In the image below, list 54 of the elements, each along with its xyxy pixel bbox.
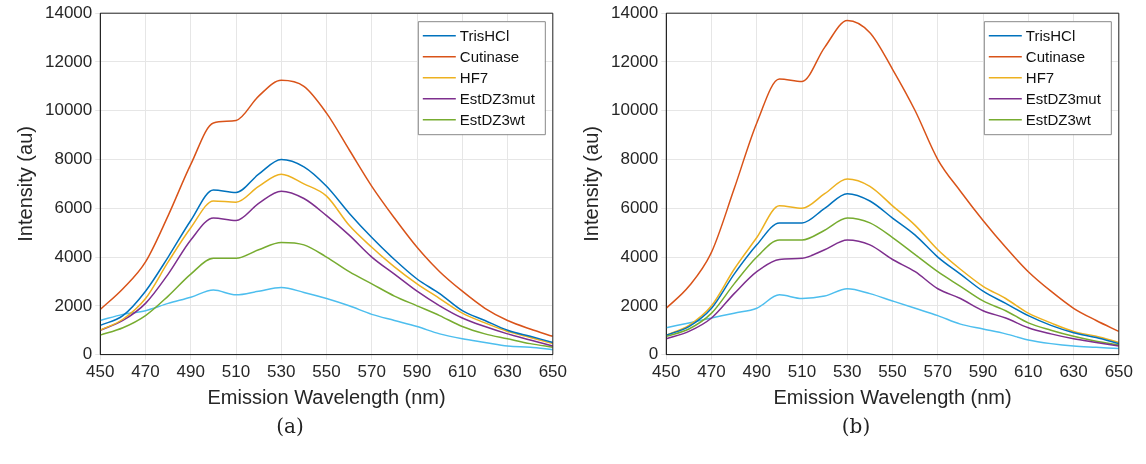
- x-axis-title: Emission Wavelength (nm): [773, 385, 1012, 408]
- legend-label: Cutinase: [1025, 47, 1086, 65]
- x-tick-label: 570: [357, 362, 386, 382]
- y-tick-label: 12000: [44, 51, 93, 71]
- y-axis-title: Intensity (au): [579, 126, 602, 242]
- y-tick-label: 6000: [54, 197, 93, 217]
- y-tick-label: 0: [82, 344, 93, 364]
- x-tick-label: 470: [697, 362, 726, 382]
- y-tick-label: 10000: [44, 100, 93, 120]
- x-tick-label: 610: [1014, 362, 1043, 382]
- x-tick-label: 490: [176, 362, 205, 382]
- x-tick-label: 550: [312, 362, 341, 382]
- y-tick-label: 10000: [610, 100, 659, 120]
- y-tick-label: 2000: [54, 295, 93, 315]
- legend-label: EstDZ3wt: [1025, 110, 1092, 128]
- legend-label: EstDZ3mut: [1025, 89, 1102, 107]
- y-tick-label: 2000: [620, 295, 659, 315]
- x-tick-label: 630: [1059, 362, 1088, 382]
- legend-label: TrisHCl: [459, 26, 510, 44]
- x-tick-label: 510: [787, 362, 817, 382]
- x-tick-label: 450: [652, 362, 681, 382]
- x-tick-label: 510: [221, 362, 251, 382]
- x-tick-label: 650: [538, 362, 568, 382]
- y-tick-label: 6000: [620, 197, 659, 217]
- y-tick-label: 14000: [610, 2, 659, 22]
- y-tick-label: 0: [648, 344, 659, 364]
- y-tick-label: 14000: [44, 2, 93, 22]
- y-axis-title: Intensity (au): [13, 126, 36, 242]
- legend-label: Cutinase: [459, 47, 520, 65]
- x-tick-label: 530: [267, 362, 296, 382]
- x-tick-label: 550: [878, 362, 907, 382]
- x-tick-label: 570: [923, 362, 952, 382]
- x-tick-label: 650: [1104, 362, 1134, 382]
- y-tick-label: 8000: [54, 149, 93, 169]
- legend-label: HF7: [459, 68, 489, 86]
- y-tick-label: 4000: [54, 246, 93, 266]
- x-tick-label: 530: [833, 362, 862, 382]
- x-tick-label: 610: [448, 362, 477, 382]
- y-tick-label: 8000: [620, 149, 659, 169]
- y-tick-label: 4000: [620, 246, 659, 266]
- legend-label: EstDZ3wt: [459, 110, 526, 128]
- x-axis-title: Emission Wavelength (nm): [207, 385, 446, 408]
- x-tick-label: 470: [131, 362, 160, 382]
- text: (b): [841, 414, 871, 438]
- x-tick-label: 490: [742, 362, 771, 382]
- x-tick-label: 590: [402, 362, 432, 382]
- x-tick-label: 590: [968, 362, 998, 382]
- text: (a): [276, 414, 304, 438]
- legend-label: EstDZ3mut: [459, 89, 536, 107]
- legend-label: TrisHCl: [1025, 26, 1076, 44]
- legend-label: HF7: [1025, 68, 1055, 86]
- x-tick-label: 630: [493, 362, 522, 382]
- y-tick-label: 12000: [610, 51, 659, 71]
- x-tick-label: 450: [86, 362, 115, 382]
